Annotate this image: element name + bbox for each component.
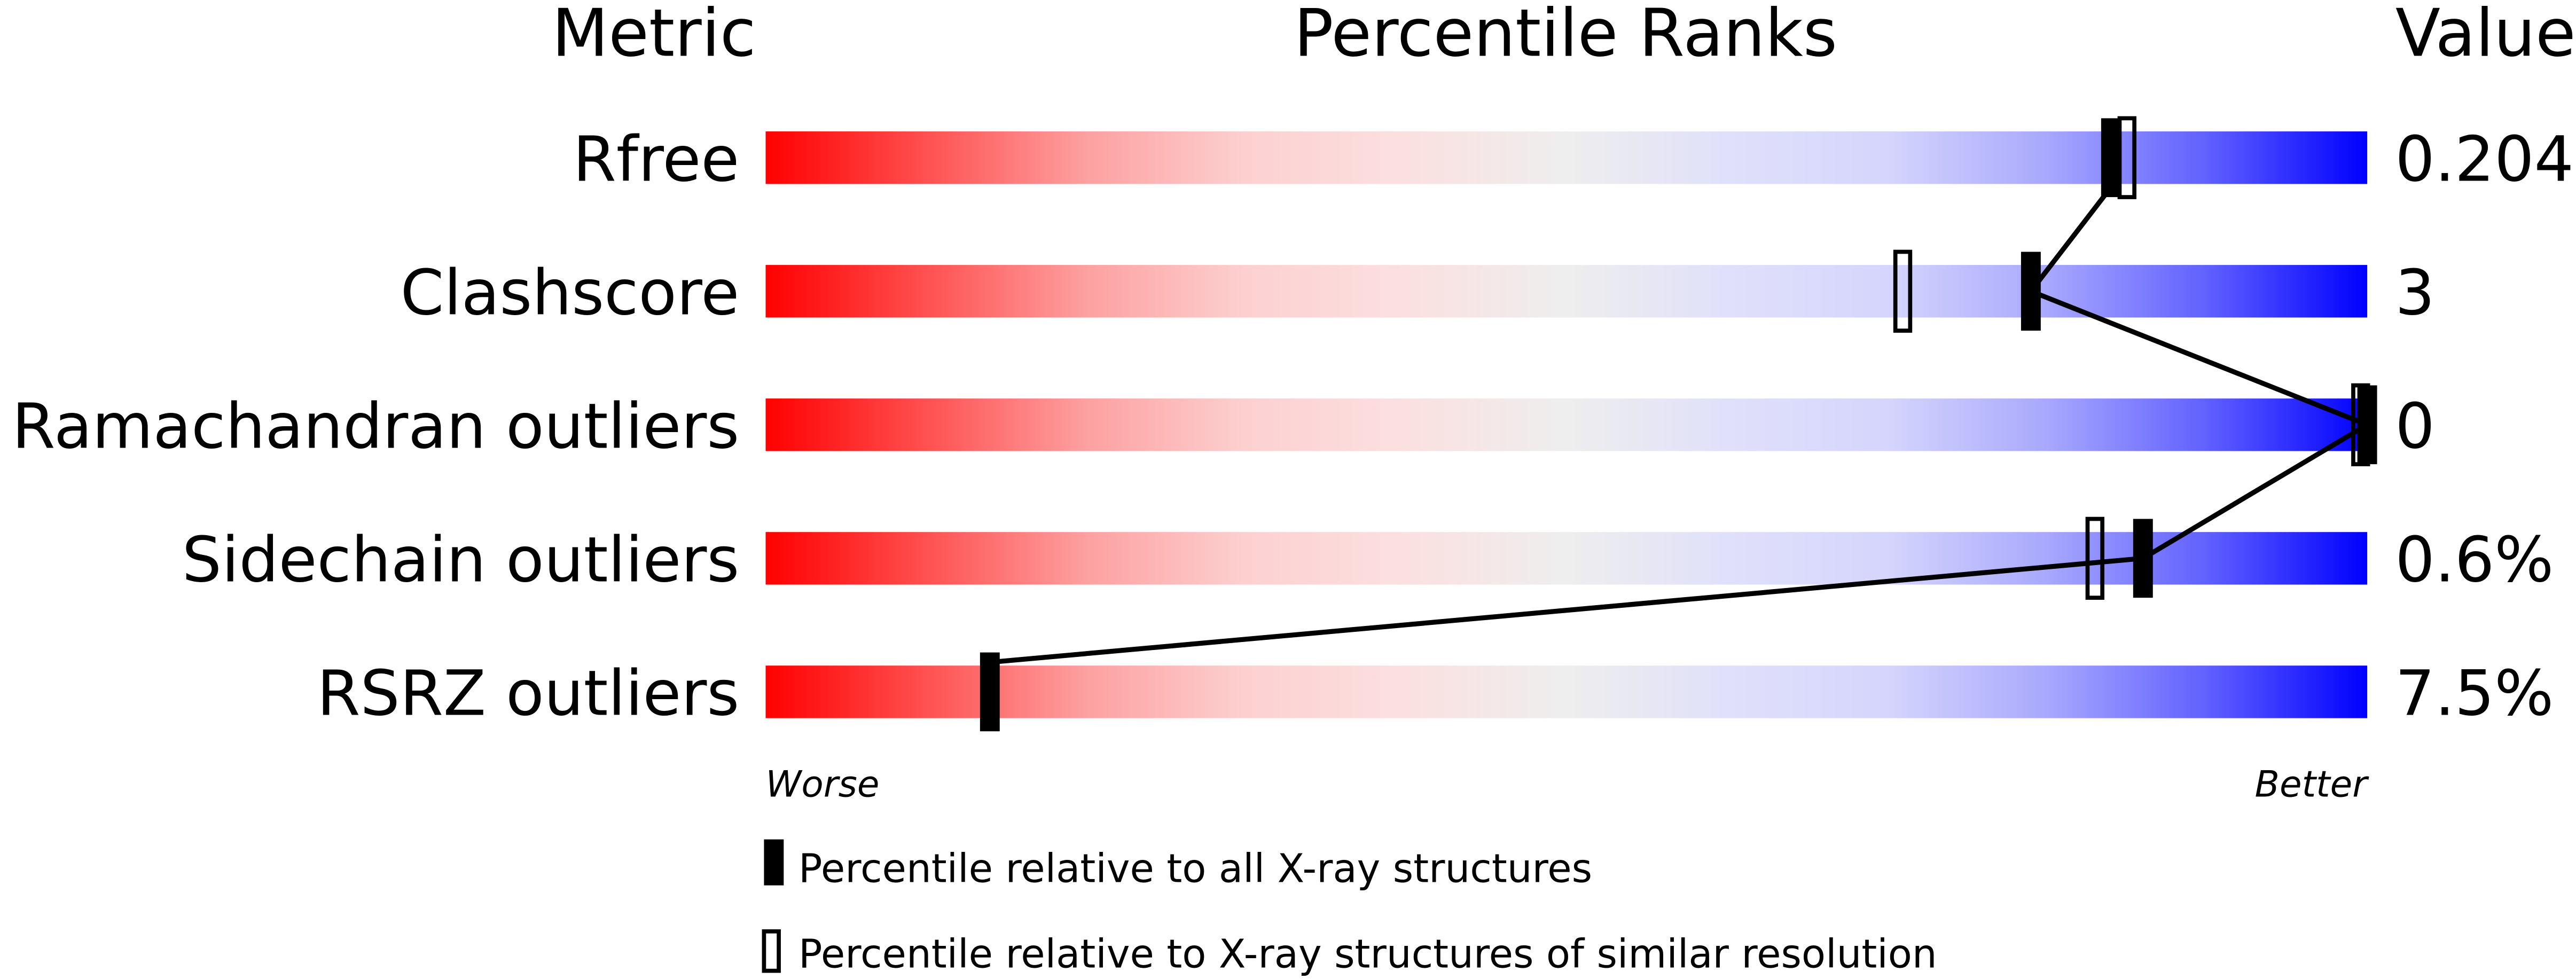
marker-all-structures (2101, 118, 2121, 198)
marker-all-structures (2021, 252, 2041, 331)
marker-all-structures (2357, 385, 2377, 465)
metric-value: 0 (2395, 390, 2434, 463)
better-label: Better (2255, 763, 2370, 805)
legend-hollow-marker-icon (762, 929, 781, 973)
marker-similar-resolution (1893, 249, 1913, 333)
header-percentile: Percentile Ranks (1294, 0, 1837, 72)
header-value: Value (2395, 0, 2576, 72)
metric-label: Sidechain outliers (182, 523, 739, 596)
percentile-bar (765, 398, 2368, 451)
marker-similar-resolution (2085, 516, 2105, 600)
metric-label: Clashscore (401, 256, 740, 329)
marker-all-structures (2133, 519, 2153, 598)
legend-all: Percentile relative to all X-ray structu… (798, 846, 1592, 892)
percentile-bar (765, 265, 2368, 318)
percentile-bar (765, 665, 2368, 718)
legend-filled-marker-icon (764, 839, 784, 886)
percentile-bar (765, 532, 2368, 585)
header-metric: Metric (552, 0, 756, 72)
metric-value: 0.204 (2395, 123, 2574, 195)
percentile-bar (765, 131, 2368, 184)
metric-label: Ramachandran outliers (12, 390, 739, 463)
metric-value: 7.5% (2395, 657, 2554, 730)
worse-label: Worse (765, 763, 879, 805)
metric-label: RSRZ outliers (317, 657, 739, 730)
metric-value: 0.6% (2395, 523, 2554, 596)
metric-value: 3 (2395, 256, 2434, 329)
marker-all-structures (980, 652, 1000, 732)
metric-label: Rfree (573, 123, 740, 195)
legend-similar: Percentile relative to X-ray structures … (798, 931, 1937, 977)
